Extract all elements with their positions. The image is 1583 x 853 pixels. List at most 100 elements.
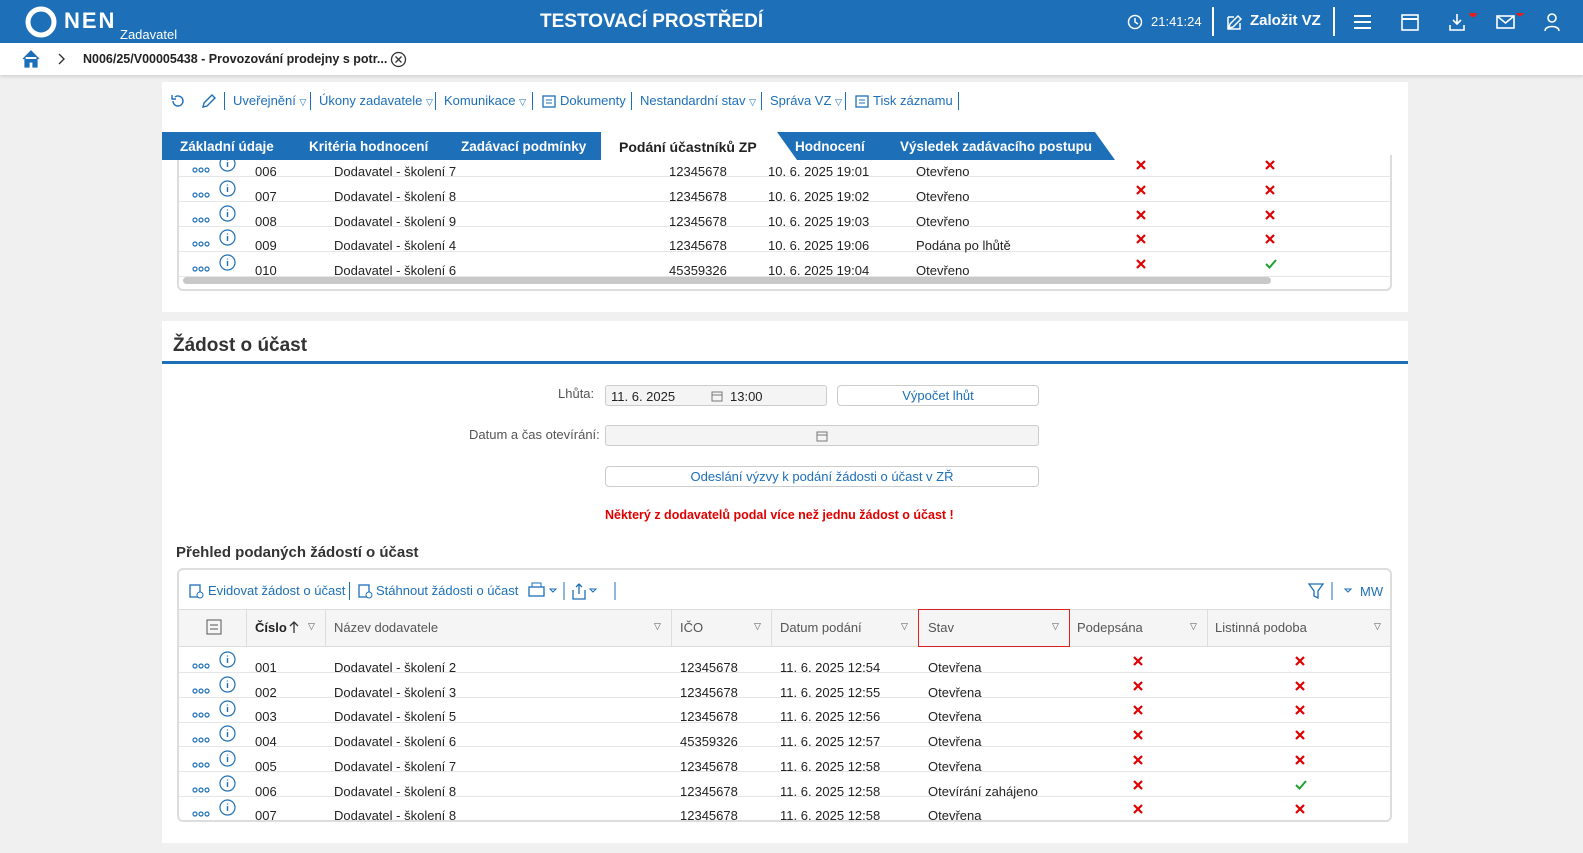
toolbar-item[interactable]: Uveřejnění ▽ [233,93,307,108]
column-filter[interactable]: ▽ [1190,621,1197,631]
register-icon[interactable] [188,583,204,602]
cell: 010 [255,263,277,279]
cell: Otevřeno [916,164,970,179]
toolbar-item[interactable]: Úkony zadavatele ▽ [319,93,433,108]
tab[interactable]: Zadávací podmínky [443,132,621,160]
cell: 10. 6. 2025 19:04 [768,263,870,279]
row-menu[interactable] [192,657,210,672]
close-icon[interactable] [390,51,407,68]
column-header[interactable]: Datum podání [780,620,862,635]
row-menu[interactable] [192,235,210,250]
opening-input[interactable] [605,425,1039,446]
edit-icon[interactable] [201,93,217,112]
column-filter[interactable]: ▽ [308,621,315,631]
column-filter[interactable]: ▽ [754,621,761,631]
row-line [179,746,1390,748]
cell: Dodavatel - školení 9 [334,213,457,229]
print-export[interactable] [517,582,621,603]
row-info[interactable] [219,254,236,274]
row-line [179,176,1390,178]
toolbar-item[interactable]: Nestandardní stav ▽ [640,93,757,108]
cell: Otevřena [928,808,982,822]
tab[interactable]: Základní údaje [162,132,311,160]
cell: Otevřena [928,758,982,774]
column-header[interactable]: Podepsána [1077,620,1143,635]
row-menu[interactable] [192,805,210,820]
tab[interactable]: Podání účastníků ZP [601,132,797,160]
toolbar-separator [310,92,311,110]
cell: Dodavatel - školení 8 [334,188,457,204]
row-menu[interactable] [192,260,210,275]
row-info[interactable] [219,725,236,745]
logo: NEN [64,8,117,33]
column-filter[interactable]: ▽ [901,621,908,631]
cell: 10. 6. 2025 19:02 [768,188,870,204]
cell: Otevřena [928,660,982,675]
settings-icon[interactable] [206,619,222,638]
breadcrumb[interactable]: N006/25/V00005438 - Provozování prodejny… [83,52,388,66]
row-menu[interactable] [192,731,210,746]
column-filter[interactable]: ▽ [1052,621,1059,631]
row-info[interactable] [219,204,236,225]
action[interactable]: Stáhnout žádosti o účast [376,583,519,598]
toolbar-item[interactable]: Komunikace ▽ [444,93,527,108]
column-header[interactable]: Listinná podoba [1215,620,1307,635]
header-icons[interactable] [1353,13,1573,33]
home-icon[interactable] [22,50,82,68]
toolbar-item[interactable]: Správa VZ ▽ [770,93,842,108]
cell: 006 [255,164,277,179]
calc-button[interactable]: Výpočet lhůt [837,385,1039,406]
breadcrumb-bar: N006/25/V00005438 - Provozování prodejny… [0,43,1583,75]
create-button[interactable]: Založit VZ [1250,12,1321,29]
filter-icon[interactable] [1307,582,1377,603]
cell: Dodavatel - školení 5 [334,709,457,725]
row-info[interactable] [219,700,236,720]
row-info[interactable] [219,229,236,249]
cell: 10. 6. 2025 19:01 [768,164,870,179]
calendar-icon[interactable] [711,390,723,402]
toolbar-item[interactable]: Dokumenty [560,93,626,108]
clock-icon [1127,14,1143,30]
row-menu[interactable] [192,781,210,796]
cell: Otevřeno [916,188,970,204]
row-info[interactable] [219,651,236,671]
tab[interactable]: Hodnocení [777,132,902,160]
row-menu[interactable] [192,186,210,201]
row-info[interactable] [219,676,236,696]
deadline-input[interactable]: 11. 6. 2025 13:00 [605,385,827,406]
calendar-icon[interactable] [816,430,828,442]
row-menu[interactable] [192,756,210,771]
cell: 007 [255,188,277,204]
toolbar-item[interactable]: Tisk záznamu [873,93,953,108]
cell: Dodavatel - školení 6 [334,734,457,750]
download-icon[interactable] [357,583,373,602]
row-line [179,250,1390,252]
mw-button[interactable]: MW [1360,584,1384,599]
row-info[interactable] [219,799,236,819]
column-header[interactable]: IČO [680,620,704,635]
refresh-icon[interactable] [170,93,186,112]
top-table: 006 Dodavatel - školení 7 12345678 10. 6. 2… [177,155,1392,291]
column-header[interactable]: Název dodavatele [334,620,439,635]
cell: 11. 6. 2025 12:58 [780,783,881,799]
warning: Některý z dodavatelů podal více než jedn… [605,508,954,522]
row-menu[interactable] [192,706,210,721]
tab[interactable]: Kritéria hodnocení [291,132,463,160]
row-menu[interactable] [192,161,210,176]
row-info[interactable] [219,180,236,200]
row-info[interactable] [219,774,236,795]
column-header[interactable]: Číslo [255,620,287,635]
deadline-date: 11. 6. 2025 [611,389,676,404]
column-filter[interactable]: ▽ [654,621,661,631]
row-menu[interactable] [192,682,210,697]
column-header[interactable]: Stav [928,620,955,635]
tab[interactable]: Výsledek zadávacího postupu [882,132,1115,160]
row-info[interactable] [219,750,236,770]
header-row [179,609,1390,647]
action[interactable]: Evidovat žádost o účast [208,583,346,598]
row-menu[interactable] [192,211,210,226]
send-button[interactable]: Odeslání výzvy k podání žádosti o účast … [605,466,1039,487]
cell: Otevřena [928,734,982,750]
cross-icon [1295,703,1305,718]
column-filter[interactable]: ▽ [1374,621,1381,631]
